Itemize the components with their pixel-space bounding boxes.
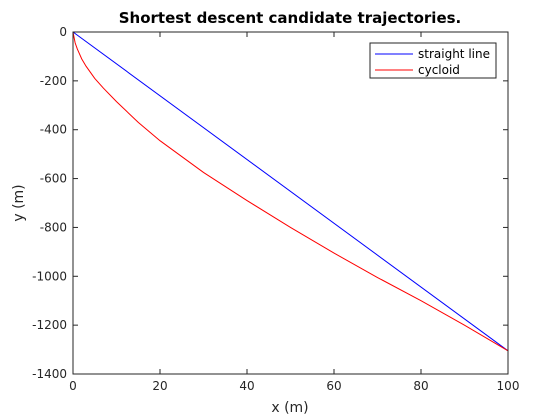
x-tick-label: 100 xyxy=(497,379,520,393)
series-line-cycloid xyxy=(72,31,509,352)
y-tick-label: -800 xyxy=(40,220,67,234)
y-tick-label: -1400 xyxy=(32,367,67,381)
x-tick-label: 0 xyxy=(69,379,77,393)
plot-area xyxy=(73,32,508,374)
plot-frame xyxy=(72,31,509,375)
x-tick-label: 40 xyxy=(239,379,254,393)
y-tick-label: -1000 xyxy=(32,269,67,283)
y-tick-label: -1200 xyxy=(32,318,67,332)
y-tick-label: 0 xyxy=(59,25,67,39)
y-axis-label: y (m) xyxy=(11,184,27,221)
x-axis-label: x (m) xyxy=(271,400,308,416)
legend-label-cycloid: cycloid xyxy=(418,63,460,77)
series-line-straight-line xyxy=(72,31,509,352)
x-tick-label: 60 xyxy=(326,379,341,393)
ticks-layer: 0 20 40 60 80 100 0 -200 -400 -600 -800 -1000 -1200 -… xyxy=(32,25,519,393)
series-layer xyxy=(72,31,509,352)
y-tick-label: -400 xyxy=(40,123,67,137)
legend-label-straight-line: straight line xyxy=(418,47,490,61)
legend: straight line cycloid xyxy=(369,42,497,79)
legend-box xyxy=(369,42,497,79)
y-tick-label: -200 xyxy=(40,74,67,88)
y-tick-label: -600 xyxy=(40,172,67,186)
chart-title: Shortest descent candidate trajectories. xyxy=(119,9,462,27)
x-tick-label: 80 xyxy=(413,379,428,393)
x-tick-label: 20 xyxy=(152,379,167,393)
